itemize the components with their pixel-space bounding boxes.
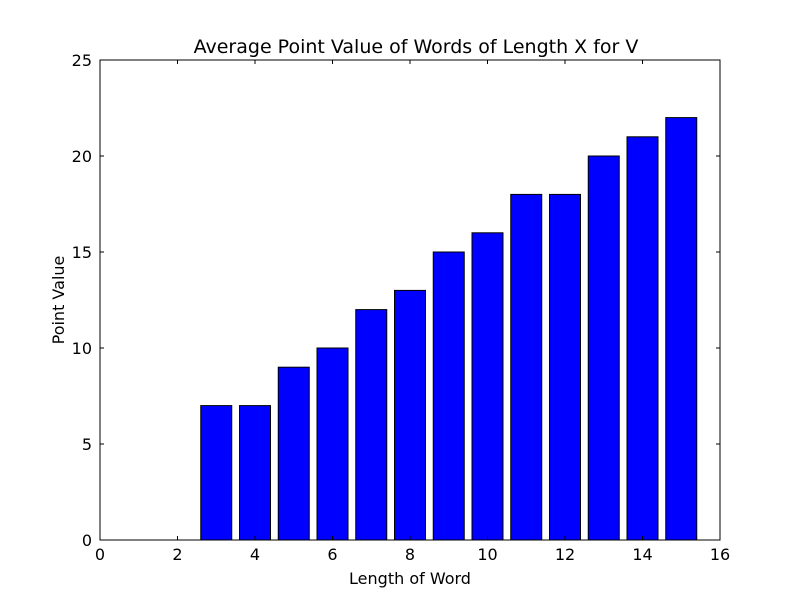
bar-length-9: [432, 251, 465, 541]
y-tick-label-10: 10: [72, 339, 92, 358]
y-tick-label-15: 15: [72, 243, 92, 262]
x-tick-label-8: 8: [405, 545, 415, 564]
bar-length-8: [394, 289, 426, 541]
x-tick-label-2: 2: [172, 545, 182, 564]
x-tick-label-10: 10: [477, 545, 497, 564]
x-axis-label: Length of Word: [349, 569, 471, 588]
y-axis-label: Point Value: [49, 256, 68, 345]
x-tick-label-16: 16: [710, 545, 730, 564]
y-tick-label-0: 0: [82, 531, 92, 550]
bar-length-12: [549, 193, 581, 541]
x-tick-label-0: 0: [95, 545, 105, 564]
x-tick-label-12: 12: [555, 545, 575, 564]
bar-length-10: [471, 232, 504, 541]
plot-frame: [99, 59, 721, 541]
y-tick-label-5: 5: [82, 435, 92, 454]
ticks-group: 0 2 4 6 8 10 12 14 16 0 5 10 15 20 25: [72, 51, 731, 564]
bar-length-13: [587, 155, 620, 541]
bars-group: [200, 117, 698, 541]
bar-length-11: [510, 193, 543, 541]
x-tick-label-4: 4: [250, 545, 260, 564]
bar-length-4: [239, 405, 271, 541]
y-tick-label-25: 25: [72, 51, 92, 70]
bar-length-3: [200, 405, 233, 541]
bar-length-15: [665, 117, 698, 541]
y-tick-label-20: 20: [72, 147, 92, 166]
x-tick-label-6: 6: [327, 545, 337, 564]
x-tick-label-14: 14: [632, 545, 652, 564]
bar-length-5: [277, 366, 310, 541]
chart-title: Average Point Value of Words of Length X…: [194, 36, 639, 58]
bar-length-6: [316, 347, 349, 541]
bar-length-14: [626, 136, 659, 541]
bar-length-7: [355, 309, 388, 541]
